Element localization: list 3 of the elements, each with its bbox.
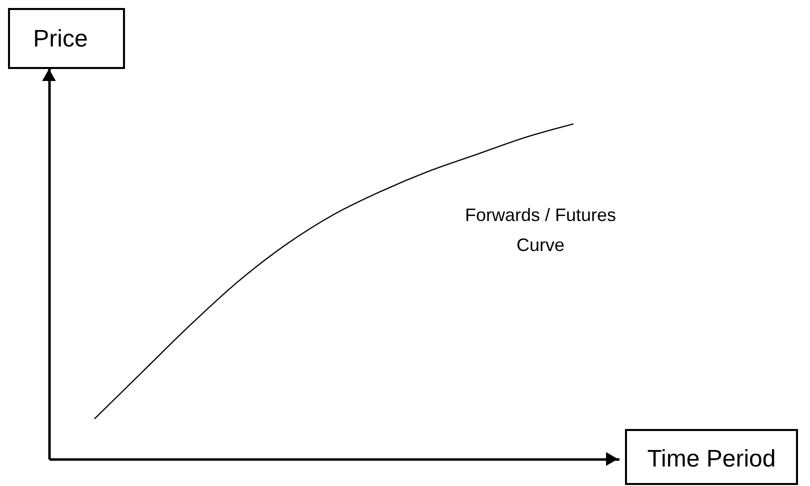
text: Forwards / Futures Curve <box>464 204 616 255</box>
y-axis-title: Price <box>33 26 88 52</box>
x-axis-title: Time Period <box>647 446 776 472</box>
